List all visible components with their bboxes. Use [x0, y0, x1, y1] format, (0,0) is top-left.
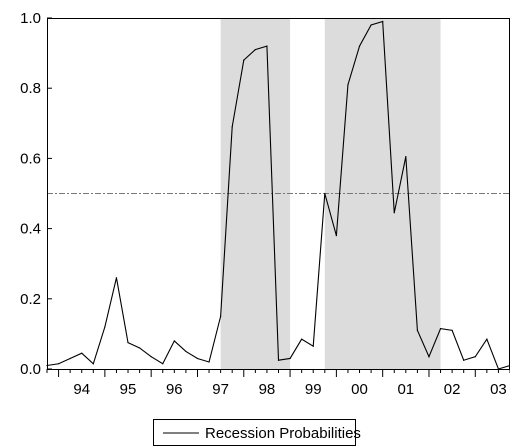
data-point [92, 363, 94, 365]
data-point [405, 156, 407, 158]
data-point [370, 24, 372, 26]
data-point [289, 357, 291, 360]
data-point [486, 338, 488, 340]
data-point [451, 329, 453, 331]
data-point [416, 329, 418, 331]
data-point [428, 356, 430, 358]
data-point [312, 345, 314, 347]
data-point [347, 84, 349, 86]
data-point [335, 235, 337, 237]
x-tick-label: 01 [397, 381, 414, 398]
x-tick-label: 03 [490, 381, 507, 398]
data-point [150, 356, 152, 358]
y-axis: 0.0 0.2 0.4 0.6 0.8 1.0 [20, 10, 52, 378]
x-tick-label: 95 [120, 381, 137, 398]
x-tick-label: 02 [444, 381, 461, 398]
data-point [104, 326, 106, 328]
data-point [324, 192, 326, 195]
data-point [139, 347, 141, 349]
data-point [474, 356, 476, 358]
data-point [439, 328, 442, 330]
data-point [358, 45, 361, 47]
data-point [231, 126, 233, 128]
data-point [173, 340, 175, 342]
data-point [243, 59, 245, 61]
legend-label: Recession Probabilities [205, 425, 361, 442]
y-tick-label: 0.8 [20, 80, 41, 97]
data-point [162, 363, 164, 365]
data-point [69, 357, 71, 360]
data-point [208, 361, 210, 363]
x-tick-label: 96 [166, 381, 183, 398]
y-tick-label: 1.0 [20, 10, 41, 27]
data-point [301, 338, 303, 340]
data-point [127, 342, 129, 344]
data-point [463, 359, 465, 361]
y-tick-label: 0.4 [20, 221, 41, 238]
legend: Recession Probabilities [153, 419, 361, 446]
x-tick-label: 94 [73, 381, 90, 398]
data-point [196, 357, 199, 360]
data-point [277, 359, 280, 361]
data-point [266, 45, 268, 47]
y-tick-label: 0.2 [20, 291, 41, 308]
y-tick-label: 0.6 [20, 150, 41, 167]
data-point [220, 315, 222, 317]
y-tick-label: 0.0 [20, 361, 41, 378]
data-point [115, 277, 118, 279]
x-tick-label: 99 [305, 381, 322, 398]
data-point [57, 363, 60, 365]
data-point [382, 20, 384, 23]
x-axis: 94 95 96 97 98 99 00 01 02 03 [46, 369, 510, 398]
data-point [393, 212, 395, 214]
data-point [254, 48, 256, 51]
x-tick-label: 98 [259, 381, 276, 398]
x-tick-label: 97 [212, 381, 229, 398]
data-point [185, 350, 187, 353]
data-point [81, 352, 83, 354]
x-tick-label: 00 [351, 381, 368, 398]
